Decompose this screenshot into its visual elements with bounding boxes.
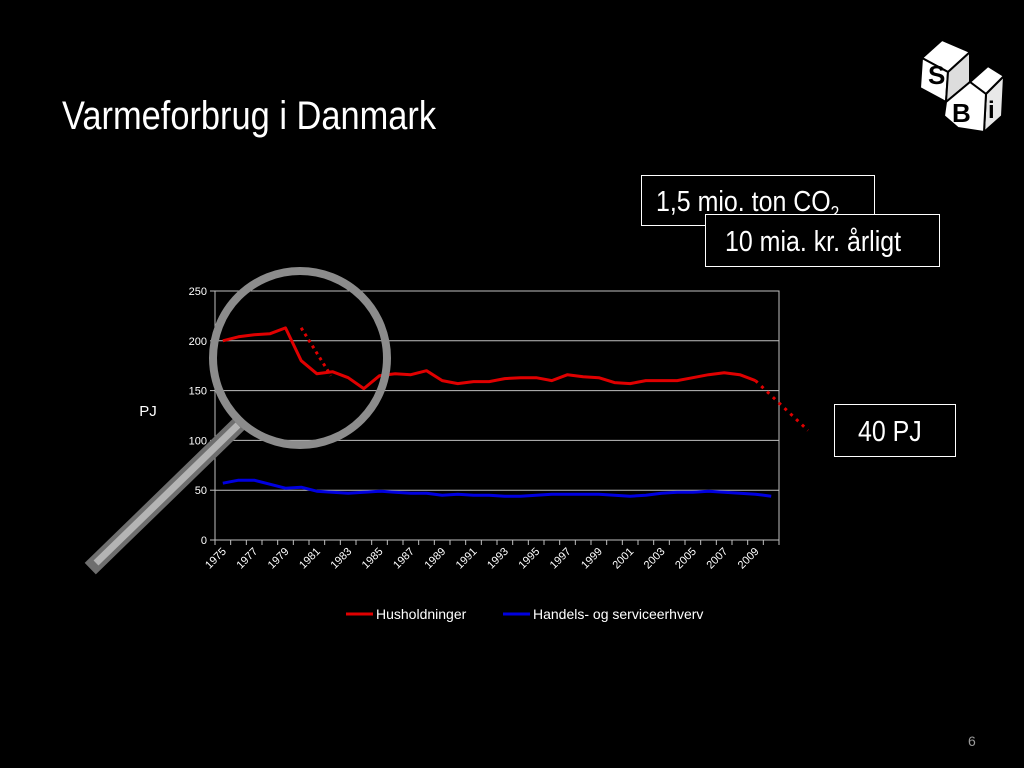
sbi-logo: S B i [918,38,1006,135]
series-line-0 [222,326,757,391]
x-tick-label: 1981 [297,546,323,572]
projection-dotted-line [299,327,333,377]
x-tick-label: 1975 [203,546,229,572]
series-line-1 [222,478,772,498]
x-tick-label: 1985 [360,546,386,572]
x-tick-label: 1983 [328,546,354,572]
cost-callout: 10 mia. kr. årligt [705,214,940,267]
legend-label-1: Handels- og serviceerhverv [533,606,703,622]
savings-callout: 40 PJ [834,404,956,457]
savings-callout-text: 40 PJ [858,416,922,448]
legend-label-0: Husholdninger [376,606,467,622]
y-tick-label: 150 [189,386,207,398]
y-tick-label: 250 [189,286,207,298]
x-tick-label: 1993 [485,546,511,572]
y-axis-label: PJ [139,403,157,420]
x-tick-label: 2001 [610,546,636,572]
x-tick-label: 2005 [673,546,699,572]
x-tick-label: 1991 [454,546,480,572]
co2-subscript: 2 [830,203,840,223]
x-tick-label: 1989 [422,546,448,572]
x-tick-label: 1997 [548,546,574,572]
x-tick-label: 1995 [516,546,542,572]
logo-letter-b: B [952,98,971,128]
co2-callout-text: 1,5 mio. ton CO [656,186,831,218]
y-tick-label: 50 [195,485,207,497]
page-number: 6 [968,733,976,749]
plot-area [214,290,780,541]
y-tick-label: 100 [189,435,207,447]
x-tick-label: 1999 [579,546,605,572]
x-tick-label: 1979 [266,546,292,572]
y-tick-label: 0 [201,535,207,547]
magnifier-handle-highlight [93,422,241,566]
magnifier-lens [209,267,391,449]
co2-callout: 1,5 mio. ton CO2 [641,175,875,226]
slide-title: Varmeforbrug i Danmark [62,94,437,138]
x-tick-label: 1977 [234,546,260,572]
x-tick-label: 1987 [391,546,417,572]
x-tick-label: 2009 [736,546,762,572]
logo-letter-s: S [928,60,945,90]
cost-callout-text: 10 mia. kr. årligt [725,226,902,258]
x-tick-label: 2003 [642,546,668,572]
x-tick-label: 2007 [704,546,730,572]
logo-letter-i: i [988,97,995,124]
y-tick-label: 200 [189,336,207,348]
